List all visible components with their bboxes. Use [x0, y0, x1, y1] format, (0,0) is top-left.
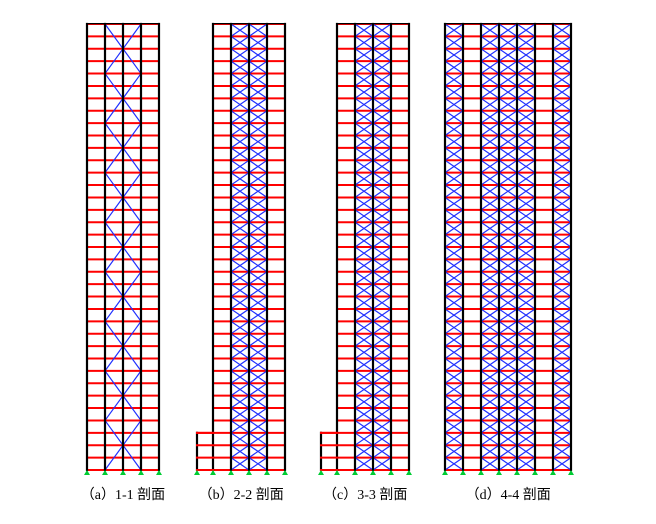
elevation-a: [83, 20, 163, 476]
panel-a: （a）1-1 剖面: [81, 20, 165, 504]
elevation-c: [317, 20, 413, 476]
panel-d: （d）4-4 剖面: [441, 20, 575, 504]
caption-b: （b）2-2 剖面: [199, 484, 284, 504]
elevation-b: [193, 20, 289, 476]
caption-a: （a）1-1 剖面: [81, 484, 165, 504]
elevation-d: [441, 20, 575, 476]
panel-b: （b）2-2 剖面: [193, 20, 289, 504]
caption-d: （d）4-4 剖面: [466, 484, 551, 504]
panel-c: （c）3-3 剖面: [317, 20, 413, 504]
figure: （a）1-1 剖面 （b）2-2 剖面 （c）3-3 剖面 （d）4-4 剖面: [81, 20, 575, 504]
caption-c: （c）3-3 剖面: [323, 484, 407, 504]
